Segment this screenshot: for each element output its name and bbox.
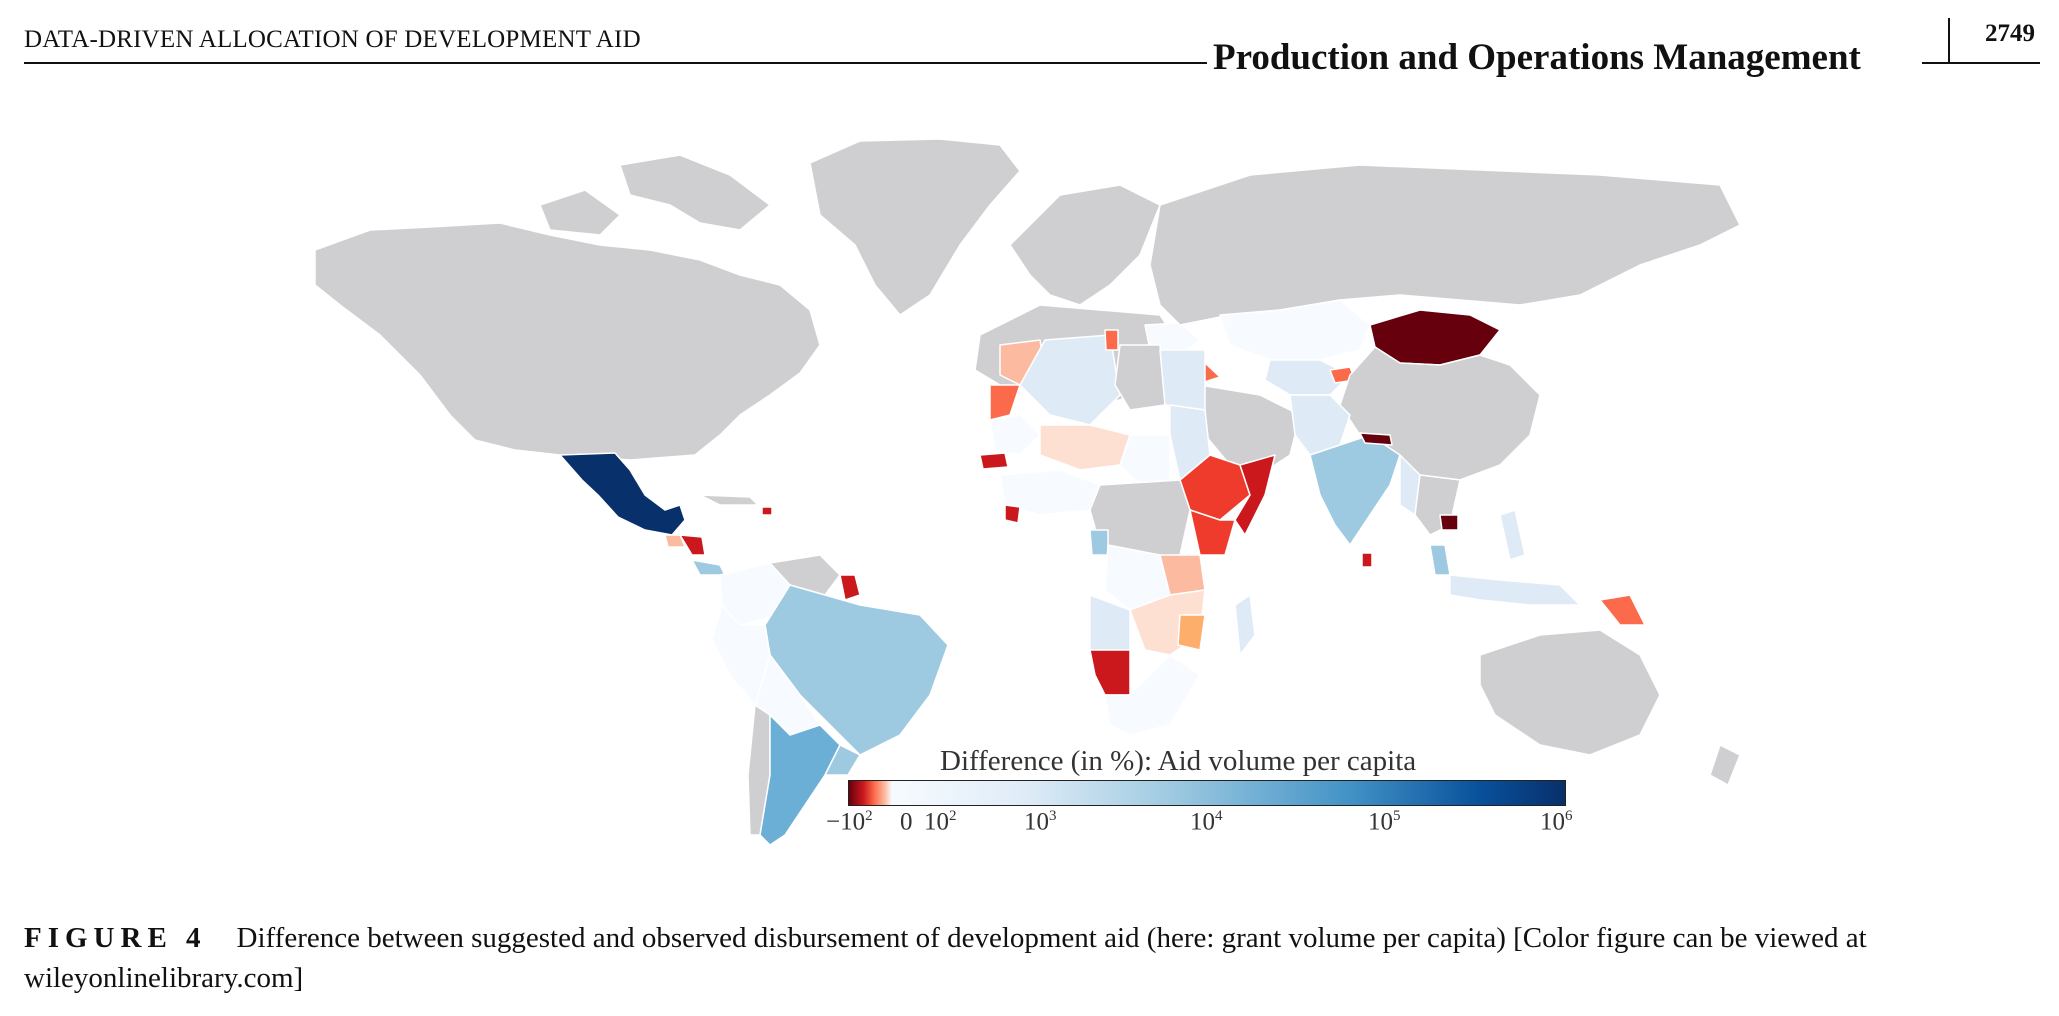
senegal bbox=[979, 452, 1009, 470]
kenya bbox=[1189, 509, 1236, 556]
tunisia bbox=[1104, 329, 1119, 351]
libya bbox=[1114, 344, 1166, 411]
arctic-islands-2 bbox=[539, 189, 621, 236]
western-sahara bbox=[989, 384, 1021, 421]
kazakhstan bbox=[1219, 299, 1371, 361]
argentina bbox=[759, 714, 841, 846]
greenland bbox=[809, 138, 1021, 316]
india bbox=[1309, 434, 1401, 546]
russia bbox=[1149, 164, 1741, 326]
new-zealand bbox=[1709, 744, 1741, 786]
uruguay bbox=[824, 744, 861, 776]
colorbar-tick: 104 bbox=[1190, 808, 1223, 836]
namibia bbox=[1089, 649, 1131, 696]
somalia bbox=[1234, 454, 1276, 536]
scandinavia bbox=[1009, 184, 1161, 306]
south-africa bbox=[1104, 654, 1201, 736]
egypt bbox=[1159, 349, 1206, 411]
cambodia bbox=[1439, 514, 1459, 531]
central-america-guatemala bbox=[664, 534, 686, 548]
colorbar-tick: 105 bbox=[1368, 808, 1401, 836]
guyana bbox=[839, 574, 861, 601]
mali-niger bbox=[1039, 424, 1131, 471]
figure-caption: FIGURE 4 Difference between suggested and… bbox=[24, 918, 2044, 998]
figure-label: FIGURE 4 bbox=[24, 922, 207, 954]
cuba bbox=[699, 494, 759, 506]
indonesia bbox=[1449, 574, 1581, 606]
header-divider bbox=[1948, 18, 1950, 62]
colorbar-tick: 103 bbox=[1024, 808, 1057, 836]
sierra-leone bbox=[1004, 504, 1021, 524]
gabon bbox=[1089, 529, 1109, 556]
canada-usa bbox=[314, 222, 821, 461]
header-rule-left bbox=[24, 62, 1207, 64]
haiti bbox=[761, 506, 773, 516]
colorbar-tick: 102 bbox=[924, 808, 957, 836]
chad bbox=[1119, 434, 1171, 486]
philippines bbox=[1499, 509, 1526, 561]
running-head: DATA-DRIVEN ALLOCATION OF DEVELOPMENT AI… bbox=[24, 26, 641, 53]
map-svg bbox=[314, 138, 1741, 846]
central-america-nicaragua bbox=[679, 534, 706, 556]
arctic-islands bbox=[619, 154, 771, 231]
colorbar-title: Difference (in %): Aid volume per capita bbox=[940, 745, 1417, 777]
colorbar-tick: 0 bbox=[900, 808, 913, 836]
colorbar bbox=[848, 780, 1566, 806]
papua-new-guinea bbox=[1599, 594, 1646, 626]
venezuela bbox=[769, 554, 841, 596]
malaysia bbox=[1429, 544, 1451, 576]
mozambique bbox=[1177, 614, 1206, 651]
world-choropleth-map bbox=[300, 135, 1760, 855]
sri-lanka bbox=[1361, 552, 1373, 568]
mauritania bbox=[989, 414, 1041, 456]
journal-title: Production and Operations Management bbox=[1213, 37, 1861, 78]
header-rule-right bbox=[1922, 62, 2040, 64]
caption-text: Difference between suggested and observe… bbox=[24, 922, 1867, 994]
central-america-panama bbox=[691, 559, 726, 576]
colorbar-tick: 106 bbox=[1540, 808, 1573, 836]
australia bbox=[1479, 629, 1661, 756]
mexico bbox=[559, 452, 686, 536]
madagascar bbox=[1234, 594, 1256, 656]
colorbar-tick: −102 bbox=[826, 808, 873, 836]
page-number: 2749 bbox=[1985, 20, 2035, 47]
nepal bbox=[1359, 432, 1393, 446]
